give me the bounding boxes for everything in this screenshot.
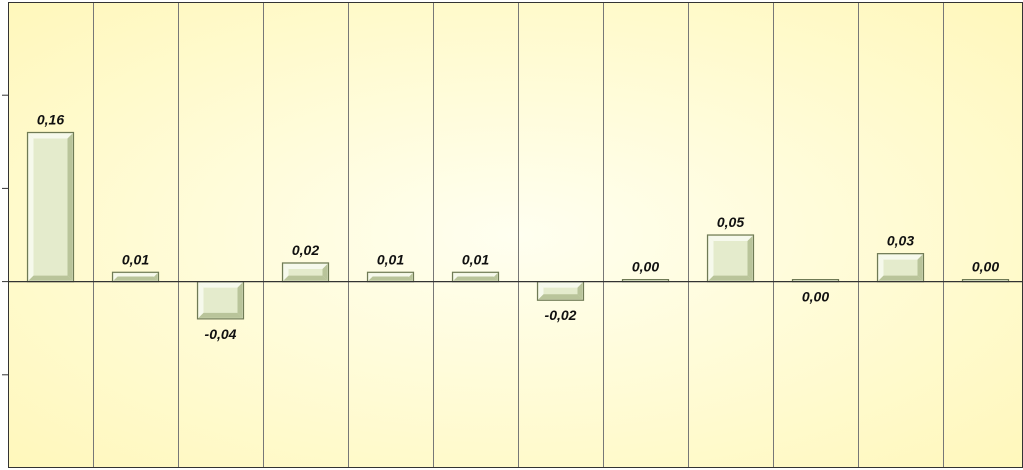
- bar-face: [706, 234, 755, 283]
- data-label: 0,01: [462, 251, 489, 267]
- bar-face: [26, 131, 75, 283]
- bar: [706, 234, 755, 283]
- bar-bevel-top: [283, 263, 328, 269]
- bar: [281, 262, 330, 283]
- data-label: -0,04: [205, 326, 237, 342]
- bar: [451, 271, 500, 283]
- data-label: 0,00: [972, 259, 999, 275]
- bar-bevel-left: [878, 254, 884, 281]
- bar: [366, 271, 415, 283]
- bar-bevel-right: [237, 282, 243, 318]
- bar-bevel-right: [322, 263, 328, 281]
- data-label: 0,03: [887, 233, 914, 249]
- bar-bevel-bottom: [538, 294, 583, 300]
- bar-bevel-top: [878, 254, 923, 260]
- data-label: -0,02: [545, 307, 577, 323]
- bar-bevel-bottom: [198, 312, 243, 318]
- bar-bevel-right: [408, 273, 413, 281]
- bar-bevel-top: [28, 133, 73, 139]
- data-label: 0,01: [122, 251, 149, 267]
- bar-bevel-bottom: [283, 275, 328, 281]
- plot-background: [8, 2, 1023, 468]
- bar-bevel-top: [198, 282, 243, 288]
- bar: [876, 253, 925, 283]
- data-label: 0,16: [37, 111, 64, 127]
- bar-bevel-left: [283, 263, 289, 281]
- bar-bevel-top: [538, 282, 583, 288]
- bar-bevel-right: [67, 133, 73, 281]
- bar: [26, 131, 75, 283]
- bar-bevel-right: [577, 282, 583, 300]
- data-label: 0,01: [377, 251, 404, 267]
- bar-bevel-right: [747, 236, 753, 281]
- bar-bevel-left: [453, 273, 458, 281]
- bar: [111, 271, 160, 283]
- data-labels: 0,16 0,01 -0,04 0,02 0,01 0,01 -0,02 0,00 0,05 0,…: [37, 111, 999, 341]
- bar-bevel-top: [708, 236, 753, 241]
- data-label: 0,00: [802, 289, 829, 305]
- bar-bevel-top: [368, 273, 413, 278]
- bar-bevel-left: [28, 133, 34, 281]
- bar-bevel-left: [708, 236, 714, 281]
- bar-bevel-right: [493, 273, 498, 281]
- bars: [26, 131, 1010, 320]
- bar-bevel-bottom: [708, 275, 753, 281]
- data-label: 0,00: [632, 259, 659, 275]
- bar-bevel-bottom: [878, 275, 923, 281]
- bar: [196, 281, 245, 320]
- vertical-gridlines: [93, 2, 944, 468]
- bar-bevel-left: [198, 282, 204, 318]
- data-label: 0,02: [292, 242, 319, 258]
- bar-bevel-right: [917, 254, 923, 281]
- bar-bevel-bottom: [28, 275, 73, 281]
- bar-bevel-top: [453, 273, 498, 278]
- bar-face: [196, 281, 245, 320]
- bar-bevel-left: [368, 273, 373, 281]
- bar-bevel-left: [538, 282, 544, 300]
- bar-bevel-bottom: [113, 276, 158, 281]
- data-label: 0,05: [717, 214, 744, 230]
- bar-bevel-bottom: [453, 276, 498, 281]
- bar-bevel-right: [153, 273, 158, 281]
- bar-bevel-left: [113, 273, 118, 281]
- bar: [536, 281, 585, 301]
- bar-bevel-top: [113, 273, 158, 278]
- bar-bevel-bottom: [368, 276, 413, 281]
